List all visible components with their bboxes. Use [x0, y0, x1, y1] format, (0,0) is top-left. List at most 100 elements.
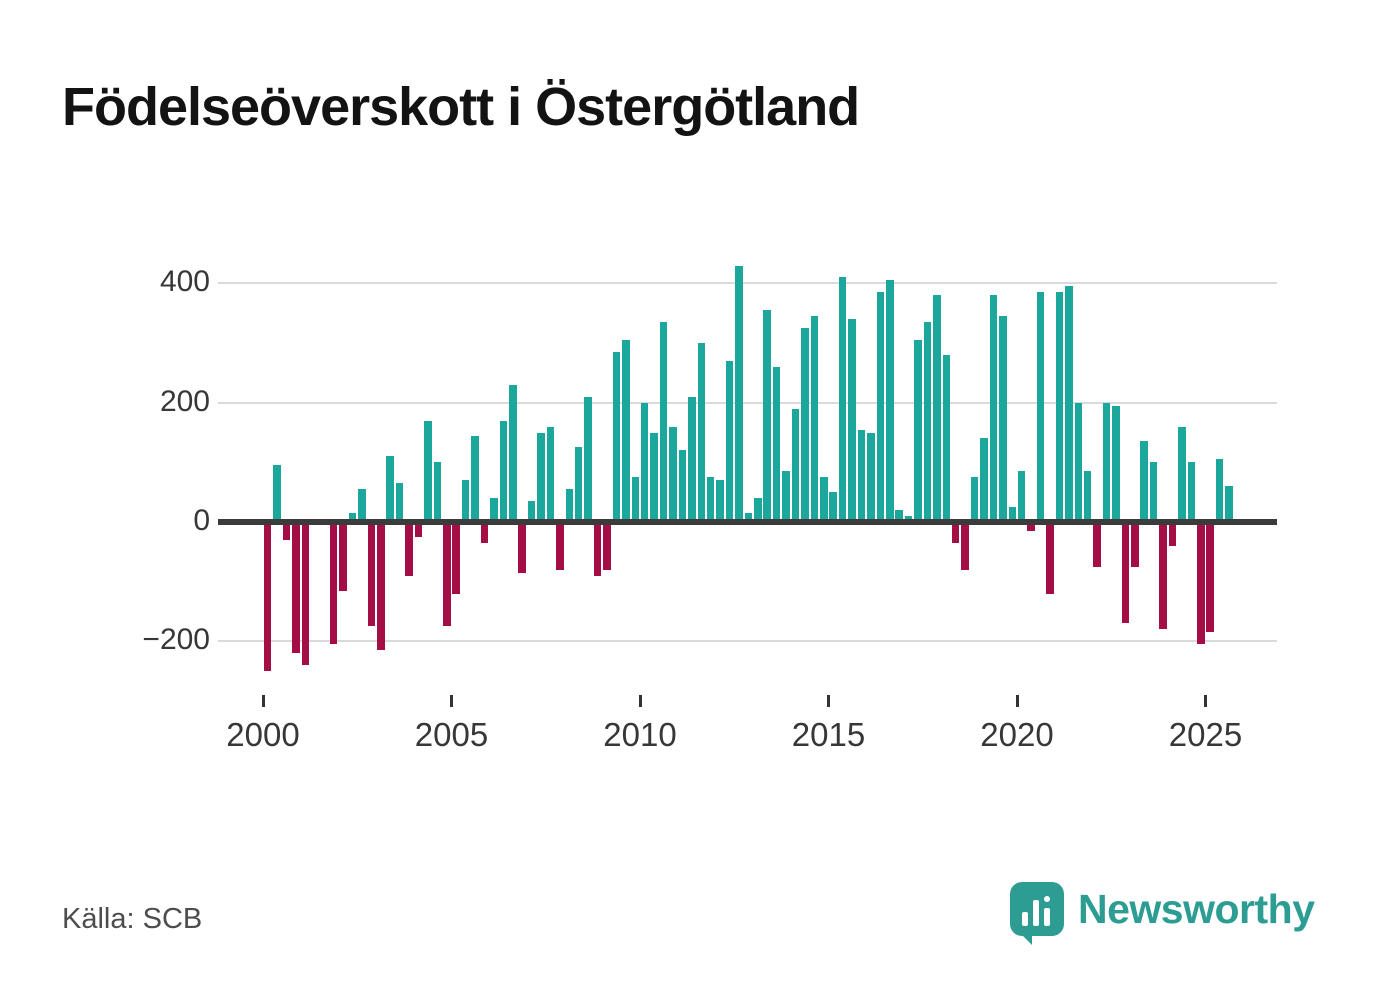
bar [537, 432, 545, 522]
bar [395, 483, 404, 522]
bar [999, 316, 1007, 522]
bar [980, 438, 988, 522]
logo-dot-icon [1044, 896, 1050, 902]
bar [876, 292, 885, 522]
bar [443, 522, 451, 627]
bar [263, 522, 272, 672]
bar [914, 340, 922, 522]
gridline [218, 401, 1277, 404]
bar [716, 480, 724, 522]
bar [923, 322, 932, 522]
bar [1168, 522, 1177, 546]
bar [1187, 462, 1196, 522]
bar [640, 402, 649, 522]
bar [1215, 459, 1224, 522]
bar [697, 343, 705, 522]
x-axis-tick [638, 695, 642, 707]
bar [688, 396, 696, 522]
bar [301, 522, 310, 666]
bar [744, 513, 753, 522]
bar [904, 516, 913, 522]
bar [603, 522, 611, 570]
bar [282, 522, 291, 540]
bar [518, 522, 526, 573]
bar [499, 420, 508, 522]
bar [527, 501, 536, 522]
logo-bar-icon [1033, 900, 1039, 926]
bar [546, 426, 555, 522]
logo-bar-icon [1044, 908, 1050, 926]
bar [857, 429, 866, 522]
bar [1083, 471, 1092, 522]
bar [1206, 522, 1214, 633]
bar [461, 480, 470, 522]
newsworthy-logo[interactable]: Newsworthy [1010, 877, 1315, 945]
bar [556, 522, 564, 570]
bar [933, 295, 941, 522]
bar [509, 384, 517, 522]
bar [1140, 441, 1148, 522]
x-axis-tick-label: 2010 [603, 716, 677, 753]
bar [584, 396, 592, 522]
bar [886, 280, 894, 522]
bar [725, 360, 734, 522]
bar [650, 432, 658, 522]
x-axis-tick-label: 2025 [1168, 716, 1243, 753]
x-axis-tick [1015, 695, 1019, 707]
bar [961, 522, 969, 570]
bar [989, 295, 998, 522]
bar [631, 477, 640, 522]
bar [565, 489, 574, 522]
speech-bubble-tail [1018, 931, 1032, 945]
bar [480, 522, 489, 543]
bar [490, 498, 498, 522]
bar [273, 465, 281, 522]
bar [405, 522, 413, 576]
bar [791, 408, 800, 522]
bar [706, 477, 715, 522]
bar [1149, 462, 1158, 522]
bar [1008, 507, 1017, 522]
bar [329, 522, 338, 645]
bar [763, 310, 771, 522]
bar [1093, 522, 1101, 567]
bar [367, 522, 376, 627]
bar [339, 522, 347, 591]
bar [1159, 522, 1167, 630]
bar [801, 328, 809, 522]
bar [848, 319, 856, 522]
bar [772, 366, 781, 522]
bar [433, 462, 442, 522]
bar [895, 510, 903, 522]
bar [1046, 522, 1054, 594]
y-axis-tick-label: 400 [159, 265, 210, 299]
bar [754, 498, 762, 522]
bar [612, 352, 621, 522]
bar [838, 277, 847, 522]
y-axis-tick-label: 200 [159, 384, 210, 418]
bar [1055, 292, 1064, 522]
logo-bar-icon [1022, 912, 1028, 926]
bar [942, 354, 951, 522]
bar [1131, 522, 1139, 567]
bar [386, 456, 394, 522]
bar [452, 522, 460, 594]
bar [348, 513, 357, 522]
newsworthy-wordmark: Newsworthy [1078, 885, 1315, 932]
bar [659, 322, 668, 522]
bar [1074, 402, 1082, 522]
bar [820, 477, 828, 522]
bar [593, 522, 602, 576]
bar [1197, 522, 1205, 645]
bar [951, 522, 960, 543]
bar [867, 432, 875, 522]
x-axis-tick [261, 695, 265, 707]
gridline [218, 282, 1277, 285]
newsworthy-chart-bubble-icon [1010, 882, 1064, 945]
bar [358, 489, 366, 522]
bar [1027, 522, 1035, 531]
bar [414, 522, 423, 537]
bar [1065, 286, 1073, 522]
y-axis-tick-label: 0 [193, 504, 210, 537]
